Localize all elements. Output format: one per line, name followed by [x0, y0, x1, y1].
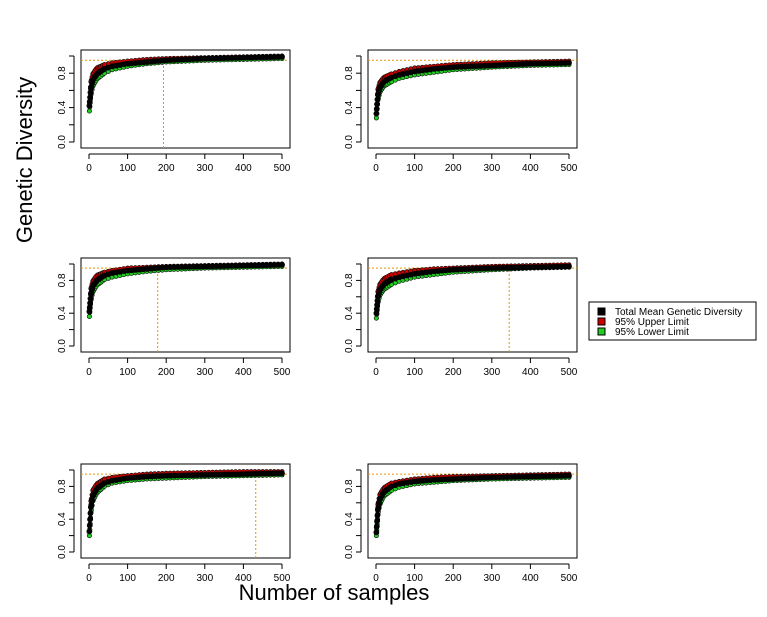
y-tick-label: 0.4 [344, 100, 355, 114]
x-tick-label: 200 [158, 573, 175, 584]
series-lower-line [88, 473, 283, 536]
series-mean-point [374, 512, 381, 518]
x-tick-label: 500 [561, 367, 578, 378]
series-mean-point [86, 522, 93, 529]
y-tick-label: 0.4 [57, 100, 68, 114]
x-tick-label: 500 [274, 367, 291, 378]
x-tick-label: 100 [406, 367, 423, 378]
x-tick-label: 300 [483, 163, 500, 174]
plot-frame [367, 257, 578, 353]
x-tick-label: 100 [406, 163, 423, 174]
legend-swatch-upper [597, 317, 606, 326]
series-mean-point [374, 96, 381, 103]
legend-frame [588, 301, 757, 341]
x-tick-label: 100 [406, 573, 423, 584]
series-mean-point [279, 261, 285, 268]
legend-swatch-lower [597, 327, 606, 336]
x-tick-label: 0 [373, 573, 379, 584]
plot-frame [367, 463, 578, 559]
x-tick-label: 300 [196, 367, 213, 378]
x-tick-label: 300 [483, 573, 500, 584]
x-tick-label: 200 [158, 367, 175, 378]
x-tick-label: 0 [86, 367, 92, 378]
y-tick-label: 0.0 [57, 135, 68, 149]
y-tick-label: 0.0 [344, 339, 355, 353]
y-tick-label: 0.8 [344, 66, 355, 80]
series-mean-point [86, 528, 93, 535]
x-tick-label: 300 [196, 163, 213, 174]
x-tick-label: 400 [522, 573, 539, 584]
legend-label-upper: 95% Upper Limit [615, 317, 689, 328]
series-mean-point [87, 510, 94, 516]
y-tick-label: 0.0 [344, 135, 355, 149]
x-tick-label: 500 [274, 163, 291, 174]
y-tick-label: 0.4 [57, 512, 68, 526]
y-tick-label: 0.8 [57, 66, 68, 80]
series-mean-point [373, 529, 380, 536]
x-tick-label: 300 [196, 573, 213, 584]
y-tick-label: 0.8 [344, 479, 355, 493]
x-tick-label: 200 [445, 573, 462, 584]
x-tick-label: 200 [158, 163, 175, 174]
figure-xlabel: Number of samples [239, 580, 430, 605]
legend-label-lower: 95% Lower Limit [615, 327, 689, 338]
y-tick-label: 0.4 [344, 306, 355, 320]
chart-panel-1: 0 100 200 300 400 500 0.0 0.4 0.8 [57, 49, 291, 174]
x-tick-label: 0 [373, 367, 379, 378]
y-tick-label: 0.0 [57, 339, 68, 353]
series-mean-point [279, 53, 285, 60]
figure-ylabel: Genetic Diversity [12, 77, 37, 243]
x-tick-label: 400 [522, 163, 539, 174]
y-tick-label: 0.8 [57, 479, 68, 493]
chart-panel-6: 0 100 200 300 400 500 0.0 0.4 0.8 [344, 463, 578, 584]
y-tick-label: 0.0 [57, 545, 68, 559]
y-tick-label: 0.4 [344, 512, 355, 526]
chart-panel-5: 0 100 200 300 400 500 0.0 0.4 0.8 [57, 463, 291, 584]
x-tick-label: 200 [445, 163, 462, 174]
x-tick-label: 300 [483, 367, 500, 378]
series-lower-point [86, 313, 92, 319]
y-tick-label: 0.8 [57, 273, 68, 287]
plot-frame [367, 49, 578, 149]
series-mean-point [279, 470, 285, 477]
y-tick-label: 0.8 [344, 273, 355, 287]
x-tick-label: 400 [235, 573, 252, 584]
series-mean-point [373, 105, 380, 112]
plot-frame [80, 463, 291, 559]
x-tick-label: 100 [119, 367, 136, 378]
y-tick-label: 0.4 [57, 306, 68, 320]
x-tick-label: 200 [445, 367, 462, 378]
legend: Total Mean Genetic Diversity 95% Upper L… [588, 301, 757, 341]
x-tick-label: 400 [522, 367, 539, 378]
chart-panel-3: 0 100 200 300 400 500 0.0 0.4 0.8 [57, 257, 291, 378]
series-mean-point [373, 110, 380, 117]
x-tick-label: 0 [373, 163, 379, 174]
y-tick-label: 0.0 [344, 545, 355, 559]
x-tick-label: 400 [235, 163, 252, 174]
x-tick-label: 0 [86, 163, 92, 174]
series-mean-point [87, 516, 94, 523]
x-tick-label: 500 [274, 573, 291, 584]
series-mean-point [374, 101, 381, 108]
x-tick-label: 400 [235, 367, 252, 378]
series-lower-point [86, 108, 92, 114]
panels: 0 100 200 300 400 500 0.0 0.4 0.8 0 100 200 300 400 50… [57, 49, 578, 584]
x-tick-label: 0 [86, 573, 92, 584]
plot-frame [80, 257, 291, 353]
series-mean-point [373, 523, 380, 530]
x-tick-label: 500 [561, 163, 578, 174]
series-mean-point [566, 263, 572, 270]
chart-panel-4: 0 100 200 300 400 500 0.0 0.4 0.8 [344, 257, 578, 378]
x-tick-label: 100 [119, 163, 136, 174]
x-tick-label: 500 [561, 573, 578, 584]
series-mean-point [566, 59, 572, 66]
plot-frame [80, 49, 291, 149]
x-tick-label: 100 [119, 573, 136, 584]
series-mean-point [374, 517, 381, 524]
legend-swatch-mean [597, 307, 606, 316]
chart-panel-2: 0 100 200 300 400 500 0.0 0.4 0.8 [344, 49, 578, 174]
legend-label-mean: Total Mean Genetic Diversity [615, 307, 742, 318]
series-mean-point [566, 472, 572, 479]
